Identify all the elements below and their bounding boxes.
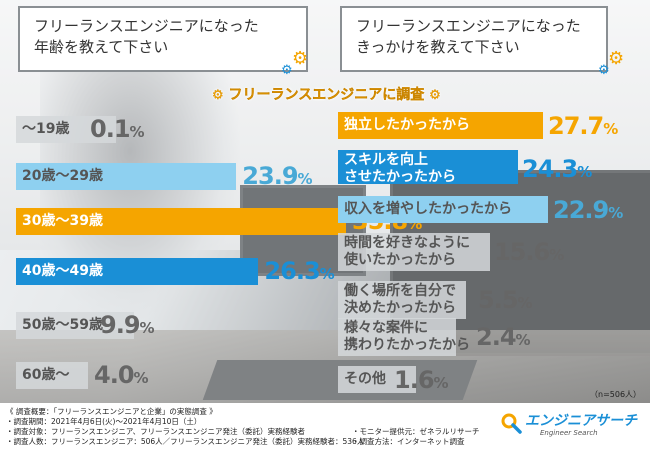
value-unit: %: [139, 319, 155, 337]
footnote-line: 《 調査概要：「フリーランスエンジニアと企業」の実態調査 》: [6, 407, 217, 416]
reason-category-label: スキルを向上: [344, 152, 428, 168]
reason-category-label: 決めたかったから: [344, 300, 456, 316]
reason-bar: [338, 196, 548, 223]
value-unit: %: [433, 374, 449, 392]
reason-bar: [338, 281, 466, 319]
value-unit: %: [577, 163, 593, 181]
footnote-line: ・調査対象：フリーランスエンジニア、フリーランスエンジニア発注（委託）実務経験者: [6, 427, 305, 436]
value-unit: %: [297, 170, 313, 188]
bar-value-label: 24.3%: [522, 155, 592, 183]
bar-value-label: 1.6%: [394, 366, 449, 394]
logo-name: エンジニアサーチ: [525, 413, 637, 429]
question-age-line1: フリーランスエンジニアになった: [34, 17, 259, 35]
age-bar: [16, 258, 259, 285]
age-category-label: 30歳～39歳: [22, 213, 103, 229]
engineer-search-logo-icon: [501, 413, 522, 434]
value-unit: %: [515, 331, 531, 349]
gear-icon: ⚙: [608, 48, 625, 69]
bar-value-label: 9.9%: [100, 311, 155, 339]
reason-category-label: 時間を好きなように: [344, 235, 470, 251]
age-category-label: 50歳～59歳: [22, 317, 103, 333]
gear-icon: ⚙: [429, 88, 441, 103]
bar-value-label: 27.7%: [548, 112, 618, 140]
age-category-label: 60歳～: [22, 367, 70, 383]
value-number: 15.6: [494, 238, 550, 266]
reason-bar: [338, 318, 456, 356]
age-bar: [16, 163, 237, 190]
logo-subtitle: Engineer Search: [540, 429, 598, 437]
value-unit: %: [603, 120, 619, 138]
age-bar: [16, 362, 88, 389]
age-bar: [16, 312, 134, 339]
footer: 《 調査概要：「フリーランスエンジニアと企業」の実態調査 》 ・調査期間：202…: [0, 403, 650, 450]
bar-value-label: 5.5%: [478, 286, 533, 314]
age-bar: [16, 116, 116, 143]
value-number: 2.4: [476, 323, 517, 351]
bar-value-label: 15.6%: [494, 238, 564, 266]
reason-bar: [338, 112, 543, 139]
footnote-line: ・調査人数：フリーランスエンジニア：506人／フリーランスエンジニア発注（委託）…: [6, 437, 365, 446]
gear-icon: ⚙: [598, 63, 610, 78]
question-age-box: フリーランスエンジニアになった 年齢を教えて下さい: [18, 6, 308, 72]
value-number: 23.9: [242, 162, 298, 190]
reason-bar: [338, 233, 490, 271]
bar-value-label: 26.3%: [264, 257, 334, 285]
reason-category-label: 携わりたかったから: [344, 337, 470, 353]
question-reason-box: フリーランスエンジニアになった きっかけを教えて下さい: [340, 6, 608, 72]
reason-category-label: 独立したかったから: [344, 117, 470, 133]
value-number: 9.9: [100, 311, 141, 339]
question-reason-line2: きっかけを教えて下さい: [356, 38, 520, 56]
reason-category-label: 様々な案件に: [344, 320, 428, 336]
survey-title-text: フリーランスエンジニアに調査: [228, 87, 425, 103]
value-unit: %: [517, 294, 533, 312]
value-unit: %: [133, 369, 149, 387]
age-category-label: 20歳～29歳: [22, 168, 103, 184]
bar-value-label: 22.9%: [553, 196, 623, 224]
reason-category-label: その他: [344, 371, 386, 387]
question-age-line2: 年齢を教えて下さい: [34, 38, 169, 56]
sample-size-note: （n=506人）: [590, 390, 642, 399]
value-number: 5.5: [478, 286, 519, 314]
reason-bar: [338, 366, 416, 393]
footnote-line: ・調査方法：インターネット調査: [352, 437, 465, 446]
question-reason-line1: フリーランスエンジニアになった: [356, 17, 581, 35]
reason-category-label: 使いたかったから: [344, 252, 456, 268]
value-number: 4.0: [94, 361, 135, 389]
value-number: 27.7: [548, 112, 604, 140]
gear-icon: ⚙: [292, 48, 309, 69]
age-bar: [16, 208, 346, 235]
value-number: 0.1: [90, 115, 131, 143]
gear-icon: ⚙: [281, 63, 293, 78]
reason-category-label: 収入を増やしたかったから: [344, 201, 512, 217]
age-category-label: 40歳～49歳: [22, 263, 103, 279]
gear-icon: ⚙: [212, 88, 224, 103]
value-unit: %: [608, 204, 624, 222]
age-category-label: ～19歳: [22, 121, 70, 137]
bar-value-label: 2.4%: [476, 323, 531, 351]
value-number: 26.3: [264, 257, 320, 285]
value-unit: %: [129, 123, 145, 141]
footnote-line: ・モニター提供元：ゼネラルリサーチ: [352, 427, 480, 436]
reason-bar: [338, 150, 518, 184]
survey-title: ⚙ フリーランスエンジニアに調査 ⚙: [212, 84, 441, 104]
value-unit: %: [319, 265, 335, 283]
value-number: 1.6: [394, 366, 435, 394]
value-number: 22.9: [553, 196, 609, 224]
value-number: 24.3: [522, 155, 578, 183]
reason-category-label: させたかったから: [344, 169, 456, 185]
bar-value-label: 4.0%: [94, 361, 149, 389]
footnote-line: ・調査期間：2021年4月6日(火)～2021年4月10日（土）: [6, 417, 202, 426]
bar-value-label: 0.1%: [90, 115, 145, 143]
value-unit: %: [549, 246, 565, 264]
bar-value-label: 23.9%: [242, 162, 312, 190]
reason-category-label: 働く場所を自分で: [344, 283, 456, 299]
